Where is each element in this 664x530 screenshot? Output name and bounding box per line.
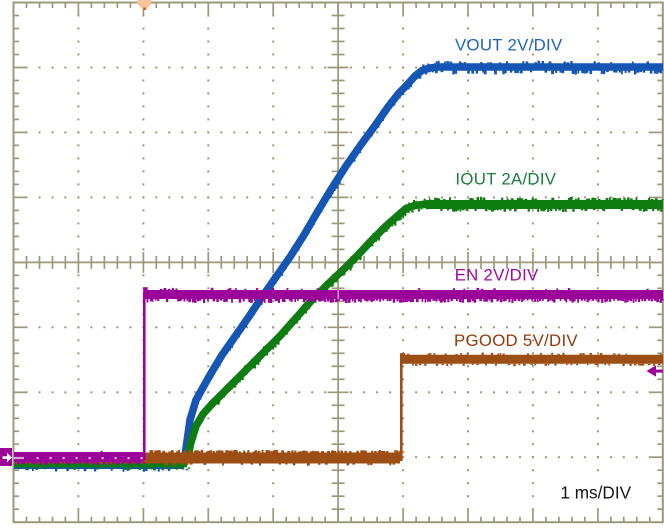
svg-text:1 ms/DIV: 1 ms/DIV [560, 483, 631, 503]
svg-text:VOUT 2V/DIV: VOUT 2V/DIV [455, 35, 563, 54]
svg-text:IOUT 2A/DIV: IOUT 2A/DIV [455, 169, 556, 188]
svg-text:PGOOD 5V/DIV: PGOOD 5V/DIV [454, 331, 578, 350]
svg-text:EN 2V/DIV: EN 2V/DIV [455, 265, 539, 284]
